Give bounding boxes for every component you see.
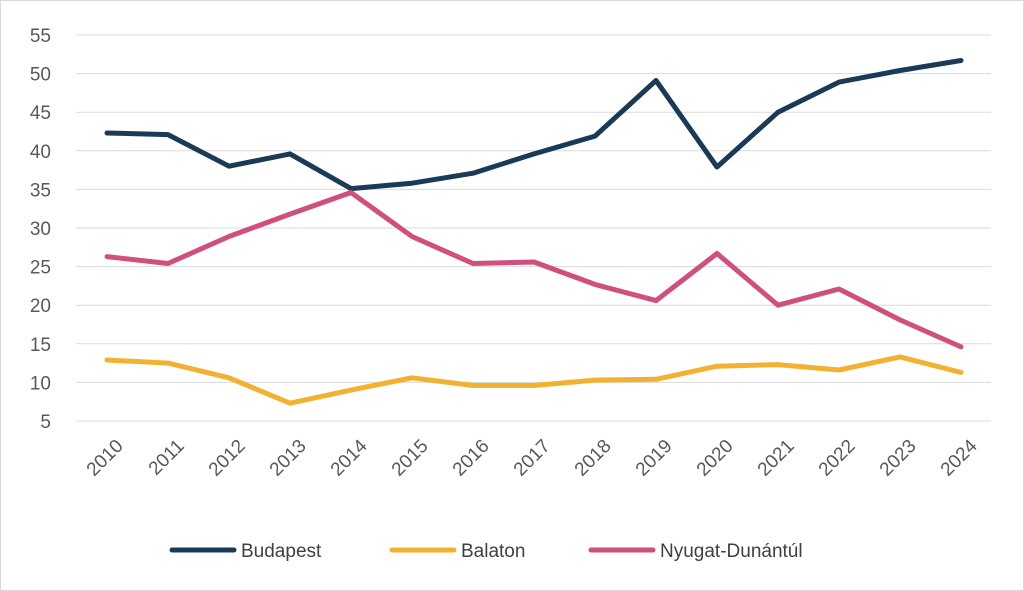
y-tick-label: 50 <box>30 65 51 86</box>
x-tick-label: 2017 <box>510 436 555 481</box>
x-tick-label: 2015 <box>388 436 433 481</box>
y-tick-label: 25 <box>30 258 51 279</box>
x-tick-label: 2012 <box>205 436 250 481</box>
x-tick-label: 2016 <box>449 436 494 481</box>
series-lines <box>104 58 964 406</box>
x-tick-label: 2010 <box>83 436 128 481</box>
legend-label: Nyugat-Dunántúl <box>660 541 803 562</box>
series-line-budapest <box>104 58 964 192</box>
series-line-nyugat-dun-nt-l <box>104 190 964 350</box>
legend-label: Balaton <box>461 541 525 562</box>
y-tick-label: 30 <box>30 219 51 240</box>
x-tick-label: 2024 <box>937 435 982 480</box>
x-tick-label: 2023 <box>876 436 921 481</box>
x-tick-label: 2013 <box>266 436 311 481</box>
x-tick-label: 2022 <box>815 436 860 481</box>
y-tick-label: 20 <box>30 296 51 317</box>
y-tick-label: 35 <box>30 180 51 201</box>
y-axis-tick-labels: 5 10 15 20 25 30 35 40 45 50 55 <box>30 26 51 433</box>
x-tick-label: 2021 <box>754 436 799 481</box>
legend: Budapest Balaton Nyugat-Dunántúl <box>169 541 803 562</box>
x-tick-label: 2018 <box>571 436 616 481</box>
y-tick-label: 40 <box>30 142 51 163</box>
x-tick-label: 2020 <box>693 436 738 481</box>
y-tick-label: 55 <box>30 26 51 47</box>
y-tick-label: 5 <box>40 412 51 433</box>
y-tick-label: 15 <box>30 335 51 356</box>
x-axis-tick-labels: 2010 2011 2012 2013 2014 2015 2016 2017 2018 2019… <box>83 435 982 480</box>
x-tick-label: 2019 <box>632 436 677 481</box>
series-line-balaton <box>104 354 964 406</box>
x-tick-label: 2014 <box>327 435 372 480</box>
gridlines <box>76 34 991 422</box>
y-tick-label: 10 <box>30 373 51 394</box>
x-tick-label: 2011 <box>145 436 189 480</box>
y-tick-label: 45 <box>30 103 51 124</box>
legend-label: Budapest <box>241 541 322 562</box>
